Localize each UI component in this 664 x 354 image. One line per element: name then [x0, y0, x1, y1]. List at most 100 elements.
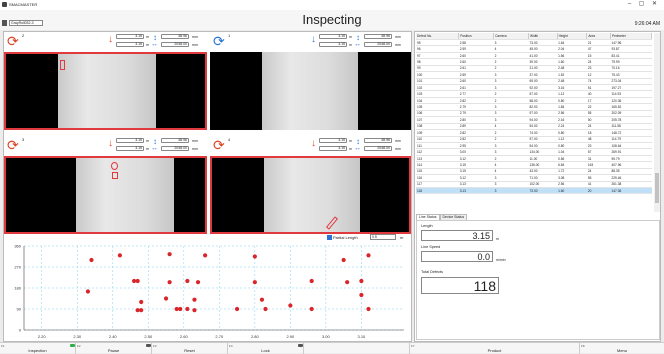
empty-fkey[interactable]: [304, 343, 410, 354]
menu-button[interactable]: F8 Menu: [580, 343, 664, 354]
table-row[interactable]: 106 2.79 3 97.00 2.56 55 202.09: [416, 110, 652, 118]
value-b-field[interactable]: 48.96: [364, 138, 392, 143]
table-cell: 45.00: [528, 45, 558, 53]
table-row[interactable]: 100 2.59 3 37.00 1.52 12 75.43: [416, 71, 652, 79]
inspection-button[interactable]: F1 Inspection: [0, 343, 76, 354]
defect-marker[interactable]: [111, 162, 118, 170]
table-cell: 54.00: [528, 123, 558, 131]
table-row[interactable]: 99 2.61 2 21.00 2.48 23 70.16: [416, 65, 652, 73]
table-row[interactable]: 102 2.61 3 92.00 3.16 51 197.27: [416, 84, 652, 92]
table-cell: 3: [493, 181, 529, 189]
value-a-field[interactable]: 3.15: [319, 138, 347, 143]
value-b-field[interactable]: 48.96: [364, 34, 392, 39]
value-c-field[interactable]: 3.15: [116, 42, 144, 47]
data-point: [139, 299, 144, 305]
table-row[interactable]: 113 3.12 2 11.00 0.56 31 59.79: [416, 155, 652, 163]
column-header[interactable]: Width: [528, 33, 558, 40]
value-b-field[interactable]: 48.96: [161, 34, 189, 39]
table-cell: 103: [416, 90, 459, 98]
column-header[interactable]: Height: [557, 33, 588, 40]
table-row[interactable]: 117 3.13 3 102.00 2.56 41 261.38: [416, 181, 652, 189]
table-cell: 3: [493, 78, 529, 86]
value-d-field[interactable]: 2048.00: [364, 146, 392, 151]
column-header[interactable]: Defect No.: [416, 33, 460, 40]
table-row[interactable]: 109 2.82 2 74.00 0.80 18 148.72: [416, 129, 652, 137]
table-scrollbar[interactable]: [654, 33, 660, 212]
defect-marker[interactable]: [112, 172, 118, 179]
table-row[interactable]: 111 2.95 3 54.00 0.80 23 108.64: [416, 142, 652, 150]
data-point: [135, 308, 140, 313]
column-header[interactable]: Camera: [493, 33, 530, 40]
value-a-field[interactable]: 3.15: [116, 138, 144, 143]
table-row[interactable]: 114 3.15 4 136.00 6.84 163 407.96: [416, 161, 652, 169]
camera-image[interactable]: [4, 156, 207, 234]
table-cell: 2.82: [458, 136, 494, 143]
table-cell: 2.48: [557, 65, 587, 73]
value-a-field[interactable]: 3.15: [116, 34, 144, 39]
checkbox-icon[interactable]: [327, 235, 332, 241]
table-row[interactable]: 115 3.15 4 43.00 1.72 24 88.35: [416, 168, 652, 176]
value-d-field[interactable]: 2048.00: [161, 42, 189, 47]
scrollbar-thumb[interactable]: [655, 173, 659, 203]
table-cell: 2.04: [557, 45, 587, 53]
value-b-field[interactable]: 48.96: [161, 138, 189, 143]
material-strip: [262, 52, 358, 130]
close-button[interactable]: ✕: [651, 1, 658, 7]
camera-image[interactable]: [210, 52, 411, 130]
table-cell: 12: [586, 71, 611, 79]
camera-view-4: ⟳ 4 ↓ 3.15 m ↕ 48.96 mm 3.15 m ↔ 2048.00…: [210, 136, 411, 235]
value-c-field[interactable]: 3.15: [319, 42, 347, 47]
rotate-icon[interactable]: ⟳: [7, 33, 19, 49]
data-point: [185, 278, 190, 284]
table-row[interactable]: 101 2.60 3 69.00 2.48 74 273.04: [416, 78, 652, 86]
x-tick-label: 2.40: [109, 334, 118, 339]
pause-button[interactable]: F2 Pause: [76, 343, 152, 354]
camera-image[interactable]: [4, 52, 207, 130]
lock-button[interactable]: F4 Lock: [228, 343, 304, 354]
column-header[interactable]: Area: [586, 33, 611, 40]
table-row[interactable]: 110 2.82 2 57.00 1.12 48 114.79: [416, 136, 652, 143]
table-cell: 55: [586, 174, 611, 182]
table-row[interactable]: 105 2.79 3 82.00 1.84 22 165.52: [416, 103, 652, 111]
value-d-field[interactable]: 2048.00: [364, 42, 392, 47]
table-row[interactable]: 103 2.77 2 57.00 1.12 40 114.93: [416, 90, 652, 98]
table-cell: 2.82: [458, 129, 494, 137]
table-cell: 1.04: [557, 148, 587, 156]
unit-label: m: [349, 147, 352, 151]
reset-button[interactable]: F3 Reset: [152, 343, 228, 354]
table-row[interactable]: 108 2.89 4 54.00 2.24 24 111.58: [416, 123, 652, 131]
column-header[interactable]: Position: [458, 33, 495, 40]
table-row[interactable]: 112 3.00 3 134.00 1.04 57 269.91: [416, 148, 652, 156]
value-d-field[interactable]: 2048.00: [161, 146, 189, 151]
value-c-field[interactable]: 3.15: [116, 146, 144, 151]
column-header[interactable]: Perimeter: [610, 33, 653, 40]
value-a-field[interactable]: 3.15: [319, 34, 347, 39]
partial-length-input[interactable]: 0.5: [370, 234, 396, 240]
table-cell: 4: [493, 161, 529, 169]
table-cell: 24: [586, 168, 611, 176]
rotate-icon[interactable]: ⟳: [213, 137, 225, 153]
table-row[interactable]: 118 3.13 3 73.00 1.60 20 147.36: [416, 187, 652, 195]
table-row[interactable]: 116 3.12 3 71.00 3.08 55 225.46: [416, 174, 652, 182]
camera-image[interactable]: [210, 156, 411, 234]
roll-id-field[interactable]: GrayRoll032-3: [9, 20, 43, 26]
table-row[interactable]: 104 2.82 2 58.00 0.80 17 120.36: [416, 97, 652, 105]
product-button[interactable]: F7 Product: [410, 343, 580, 354]
table-row[interactable]: 107 2.80 3 94.00 2.16 50 205.78: [416, 116, 652, 124]
table-row[interactable]: 98 2.60 2 39.00 1.60 24 79.99: [416, 58, 652, 66]
table-row[interactable]: 97 2.60 2 41.00 1.56 15 83.41: [416, 52, 652, 60]
tab-device-status[interactable]: Device Status: [439, 214, 468, 220]
rotate-icon[interactable]: ⟳: [7, 137, 19, 153]
table-cell: 92.00: [528, 84, 558, 92]
maximize-button[interactable]: ▢: [638, 1, 645, 7]
minimize-button[interactable]: –: [627, 1, 632, 7]
rotate-icon[interactable]: ⟳: [213, 33, 225, 49]
defect-marker[interactable]: [60, 60, 65, 70]
table-row[interactable]: 95 2.58 3 73.00 1.64 21 147.96: [416, 39, 652, 47]
partial-length-checkbox[interactable]: Partial Length: [327, 235, 358, 241]
roll-menu-icon[interactable]: [2, 20, 7, 26]
inspection-label: Inspection: [28, 348, 47, 353]
value-c-field[interactable]: 3.15: [319, 146, 347, 151]
tab-line-status[interactable]: Line Status: [416, 214, 440, 220]
table-row[interactable]: 96 2.59 4 45.00 2.04 47 93.87: [416, 45, 652, 53]
